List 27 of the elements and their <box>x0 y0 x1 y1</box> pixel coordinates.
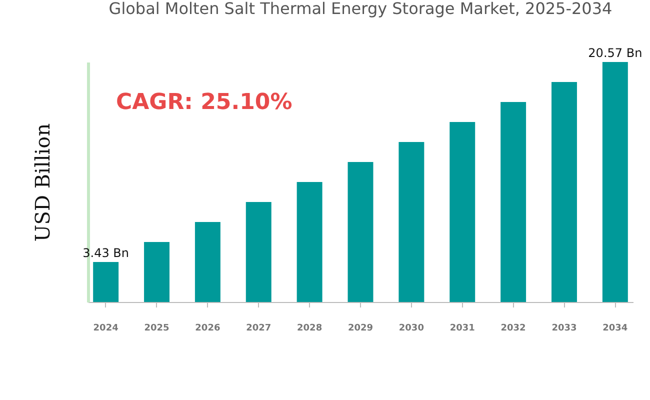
x-tick-label: 2026 <box>195 324 220 334</box>
chart-title: Global Molten Salt Thermal Energy Storage Market, 2025-2034 <box>108 0 612 18</box>
bar <box>194 222 220 302</box>
annotation: CAGR: 25.10% <box>116 90 292 115</box>
y-axis-title: USD Billion <box>30 123 54 242</box>
bar <box>246 202 272 302</box>
x-tick-label: 2027 <box>246 324 272 334</box>
data-label: 20.57 Bn <box>588 46 642 60</box>
bar <box>398 142 424 302</box>
x-tick-label: 2029 <box>348 324 374 334</box>
x-tick-label: 2032 <box>500 324 526 334</box>
data-label: 3.43 Bn <box>82 246 130 260</box>
x-tick-label: 2033 <box>552 324 577 334</box>
bar <box>144 242 170 302</box>
bar <box>552 82 577 302</box>
x-tick-label: 2025 <box>144 324 170 334</box>
bar <box>348 162 374 302</box>
bar <box>602 62 628 302</box>
bar <box>450 122 476 302</box>
x-tick-label: 2030 <box>398 324 424 334</box>
x-tick-label: 2028 <box>297 324 322 334</box>
bar <box>93 262 119 302</box>
bar <box>296 182 322 302</box>
x-tick-label: 2024 <box>93 324 118 334</box>
bar <box>500 102 526 302</box>
x-tick-label: 2034 <box>602 324 628 334</box>
x-tick-label: 2031 <box>450 324 475 334</box>
